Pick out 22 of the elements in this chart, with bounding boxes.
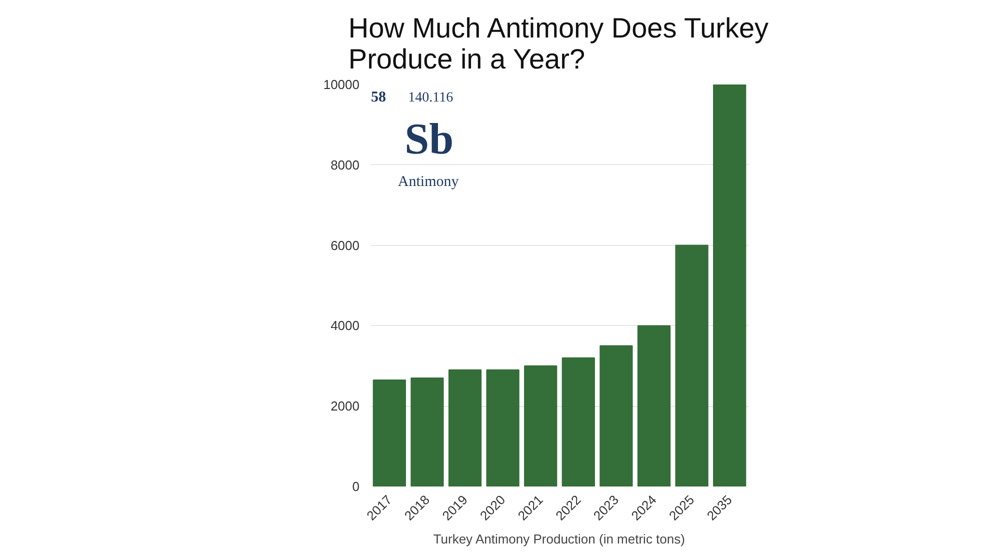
annotation: 58 — [370, 90, 386, 106]
annotation: Antimony — [398, 174, 460, 190]
bar — [524, 365, 558, 486]
y-tick-label: 4000 — [330, 318, 360, 334]
bar — [372, 379, 406, 486]
chart-title: How Much Antimony Does Turkey Produce in a Year? — [348, 12, 769, 74]
bar — [410, 377, 444, 486]
y-tick-label: 8000 — [330, 157, 360, 172]
bar — [713, 84, 746, 486]
bar — [637, 325, 671, 486]
annotation: Sb — [404, 114, 454, 164]
bar — [675, 244, 708, 486]
y-tick-label: 10000 — [323, 77, 360, 92]
y-tick-label: 0 — [352, 479, 360, 494]
bar — [486, 369, 520, 486]
bar — [562, 357, 595, 486]
x-axis-title: Turkey Antimony Production (in metric tons) — [433, 531, 685, 546]
y-tick-label: 2000 — [330, 398, 360, 414]
bar — [600, 345, 633, 486]
bar — [448, 369, 482, 486]
annotation: 140.116 — [408, 90, 454, 106]
y-tick-label: 6000 — [330, 238, 360, 253]
